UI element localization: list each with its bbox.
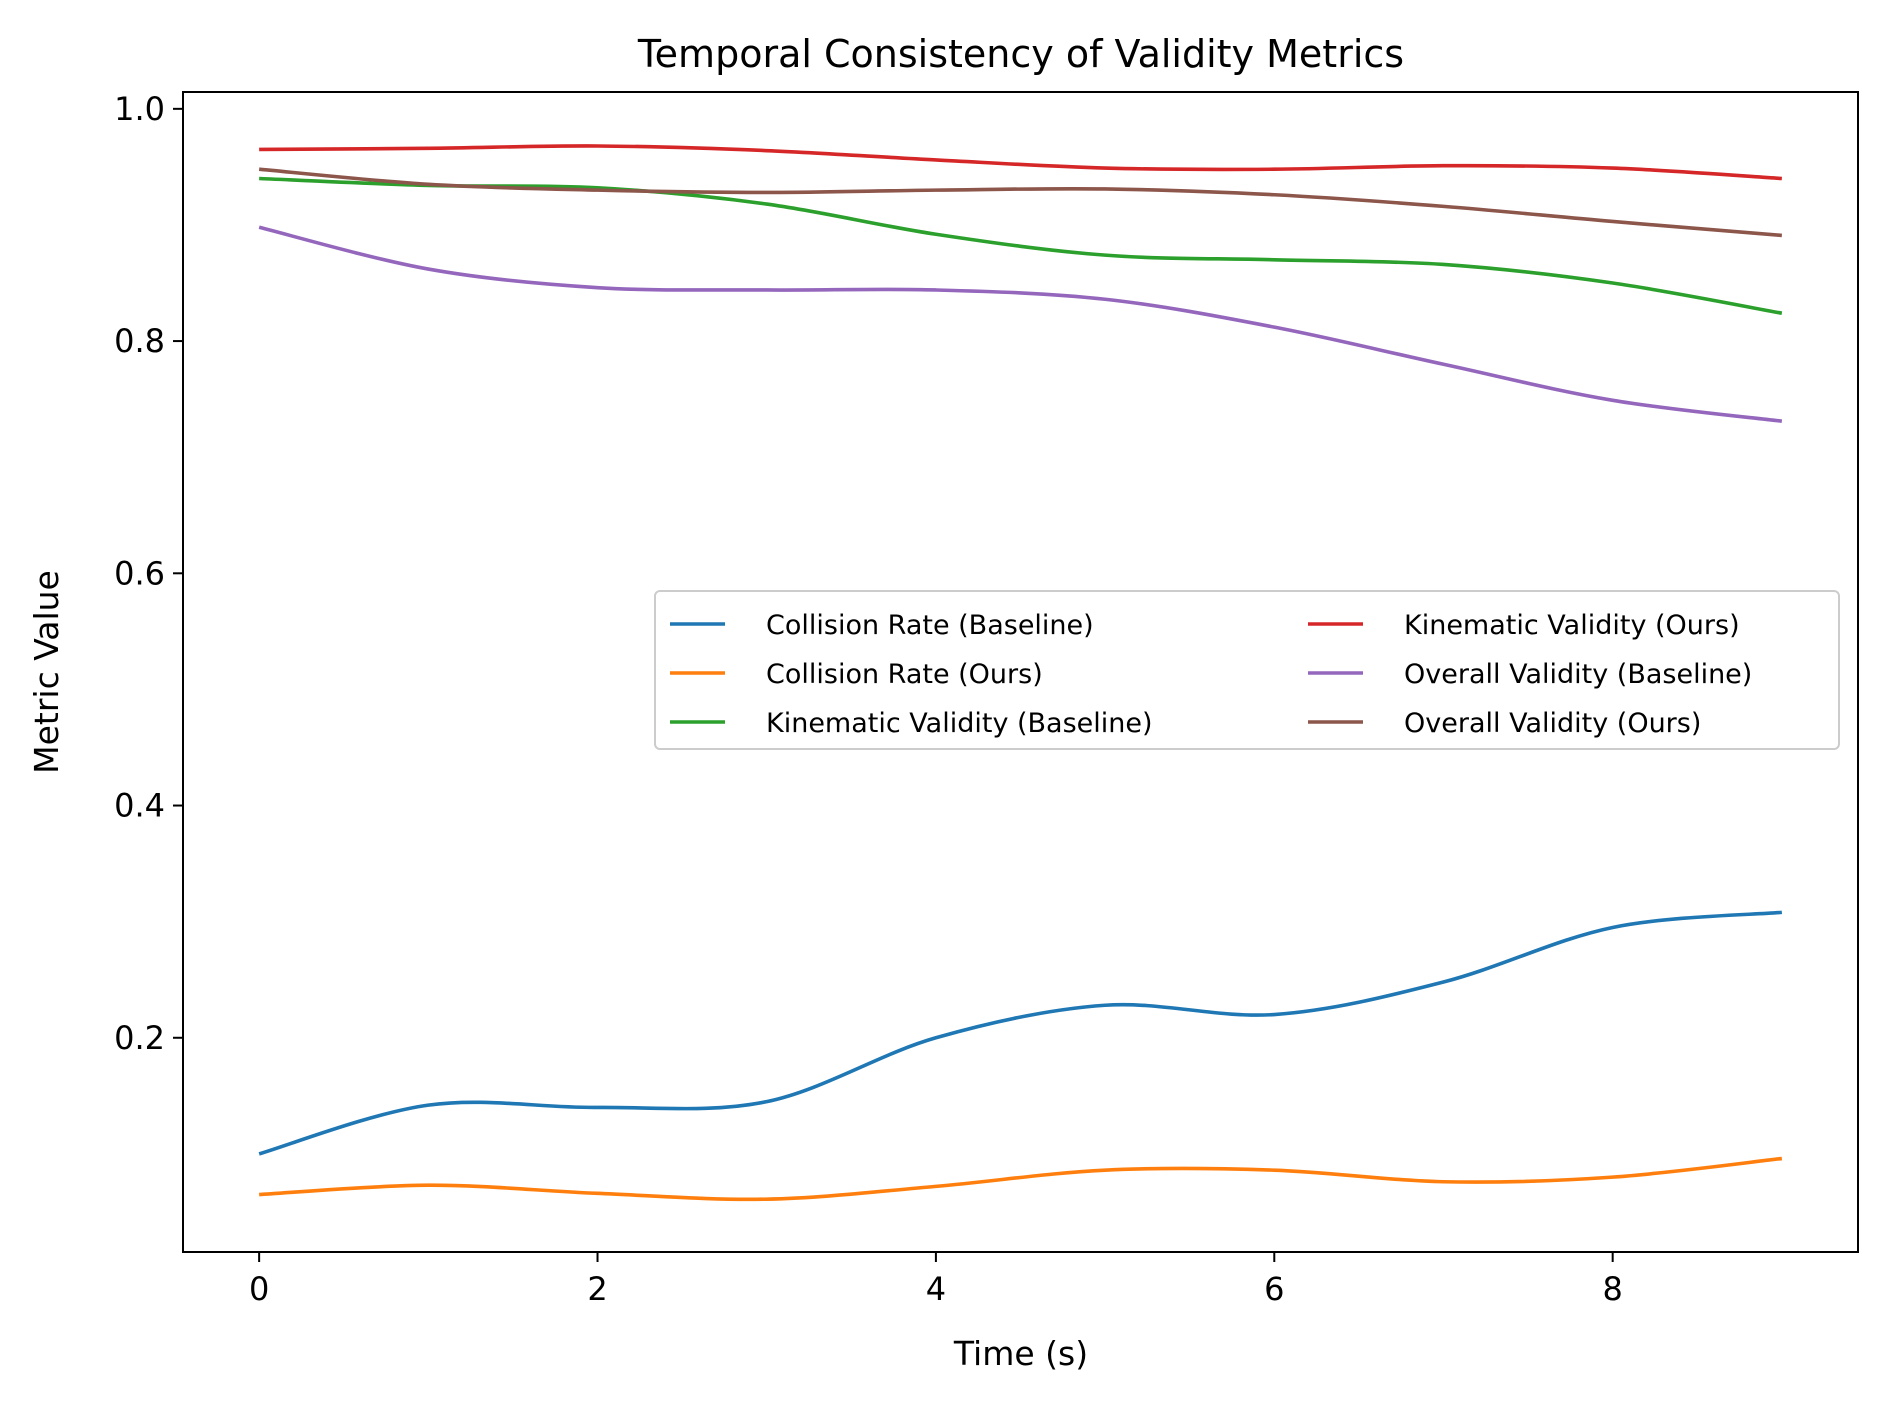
legend-label-2: Collision Rate (Ours) <box>766 659 1043 690</box>
y-axis-label: Metric Value <box>27 570 66 774</box>
y-tick-label: 0.6 <box>114 554 165 592</box>
y-axis-ticks: 0.2 0.4 0.6 0.8 1.0 <box>114 90 183 1057</box>
series-line-4 <box>259 144 1782 181</box>
x-axis-ticks: 0 2 4 6 8 <box>249 1252 1623 1308</box>
y-tick-label: 0.4 <box>114 787 165 825</box>
y-tick-label: 1.0 <box>114 90 165 128</box>
y-tick-label: 0.2 <box>114 1019 165 1057</box>
chart-title: Temporal Consistency of Validity Metrics <box>637 32 1404 76</box>
series-line-1 <box>258 910 1783 1156</box>
legend-label-4: Kinematic Validity (Ours) <box>1404 610 1740 641</box>
series-line-3 <box>259 176 1783 315</box>
x-tick-label: 2 <box>587 1270 607 1308</box>
legend-label-1: Collision Rate (Baseline) <box>766 610 1094 641</box>
legend-label-6: Overall Validity (Ours) <box>1404 708 1701 739</box>
legend-label-5: Overall Validity (Baseline) <box>1404 659 1752 690</box>
legend-box <box>654 590 1840 750</box>
plot-lines <box>258 144 1783 1202</box>
x-tick-label: 6 <box>1264 1270 1284 1308</box>
series-line-6 <box>258 167 1783 238</box>
x-tick-label: 0 <box>249 1270 269 1308</box>
x-axis-label: Time (s) <box>953 1334 1088 1373</box>
y-tick-label: 0.8 <box>114 322 165 360</box>
x-tick-label: 8 <box>1602 1270 1622 1308</box>
legend: Collision Rate (Baseline) Collision Rate … <box>654 590 1840 750</box>
series-line-5 <box>258 225 1783 423</box>
legend-label-3: Kinematic Validity (Baseline) <box>766 708 1153 739</box>
series-line-2 <box>259 1156 1783 1202</box>
x-tick-label: 4 <box>926 1270 946 1308</box>
plot-frame <box>182 91 1859 1253</box>
